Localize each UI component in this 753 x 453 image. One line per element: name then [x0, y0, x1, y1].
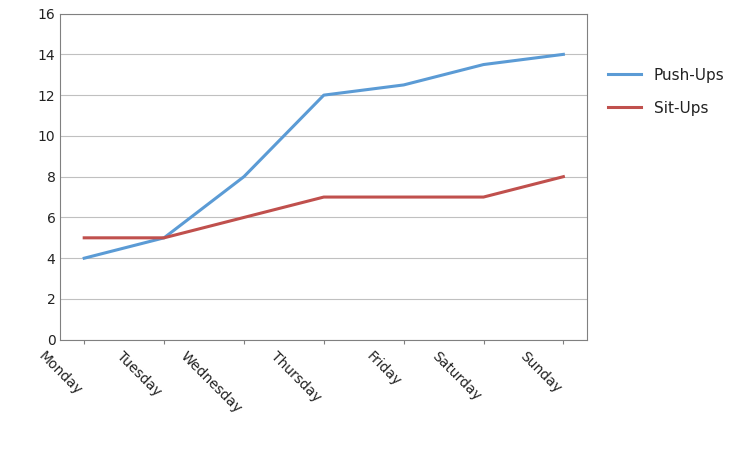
Push-Ups — [479, 62, 488, 67]
Push-Ups — [239, 174, 248, 179]
Push-Ups — [319, 92, 328, 98]
Sit-Ups — [559, 174, 568, 179]
Push-Ups — [160, 235, 169, 241]
Sit-Ups — [160, 235, 169, 241]
Legend: Push-Ups, Sit-Ups: Push-Ups, Sit-Ups — [600, 60, 732, 124]
Sit-Ups — [80, 235, 89, 241]
Line: Sit-Ups: Sit-Ups — [84, 177, 563, 238]
Sit-Ups — [239, 215, 248, 220]
Line: Push-Ups: Push-Ups — [84, 54, 563, 258]
Sit-Ups — [399, 194, 408, 200]
Sit-Ups — [319, 194, 328, 200]
Push-Ups — [559, 52, 568, 57]
Sit-Ups — [479, 194, 488, 200]
Push-Ups — [399, 82, 408, 88]
Push-Ups — [80, 255, 89, 261]
